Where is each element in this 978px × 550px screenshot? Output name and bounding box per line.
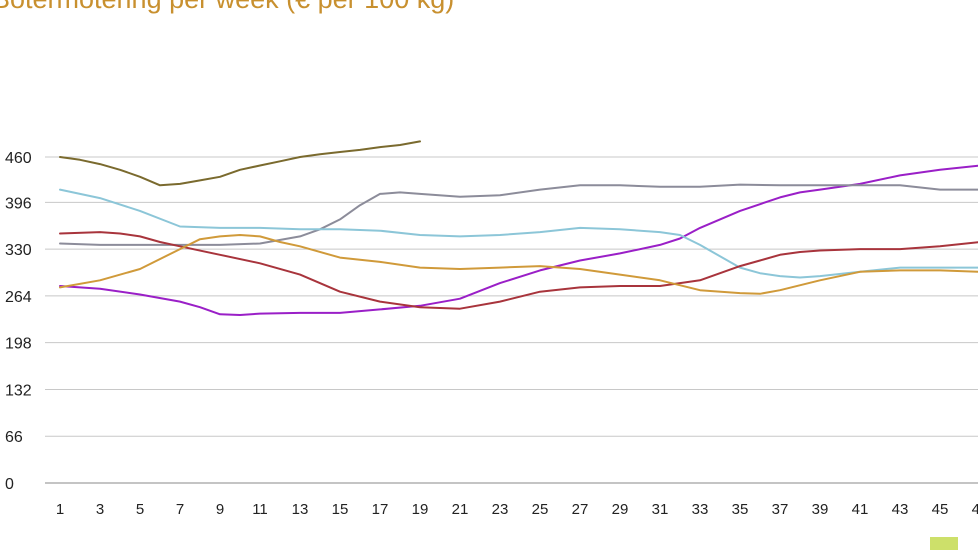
x-tick-label: 5 bbox=[136, 501, 144, 518]
y-tick-label: 330 bbox=[5, 242, 32, 259]
series-olive-line bbox=[59, 140, 421, 187]
x-tick-label: 39 bbox=[812, 501, 829, 518]
x-tick-label: 17 bbox=[372, 501, 389, 518]
x-tick-label: 3 bbox=[96, 501, 104, 518]
series-gray-line bbox=[59, 183, 978, 246]
series-red-line bbox=[59, 231, 978, 310]
x-tick-label: 47 bbox=[972, 501, 978, 518]
series-orange-line bbox=[59, 234, 978, 295]
x-tick-label: 29 bbox=[612, 501, 629, 518]
y-tick-label: 132 bbox=[5, 382, 32, 399]
x-tick-label: 31 bbox=[652, 501, 669, 518]
y-tick-label: 0 bbox=[5, 476, 14, 493]
x-tick-label: 41 bbox=[852, 501, 869, 518]
x-tick-label: 21 bbox=[452, 501, 469, 518]
x-axis-ticks: 1 3 5 7 9 11 13 15 17 19 21 23 25 27 29 31 33 35 37 39 41 43 4… bbox=[56, 501, 978, 518]
x-tick-label: 13 bbox=[292, 501, 309, 518]
corner-badge bbox=[930, 537, 958, 550]
x-tick-label: 15 bbox=[332, 501, 349, 518]
x-tick-label: 37 bbox=[772, 501, 789, 518]
chart-title: Botermotering per week (€ per 100 kg) bbox=[0, 0, 454, 15]
x-tick-label: 19 bbox=[412, 501, 429, 518]
x-tick-label: 35 bbox=[732, 501, 749, 518]
x-tick-label: 7 bbox=[176, 501, 184, 518]
x-tick-label: 43 bbox=[892, 501, 909, 518]
gridlines bbox=[45, 156, 978, 484]
y-axis-ticks: 0 66 132 198 264 330 396 460 bbox=[5, 150, 32, 493]
y-tick-label: 460 bbox=[5, 150, 32, 167]
x-tick-label: 33 bbox=[692, 501, 709, 518]
x-tick-label: 27 bbox=[572, 501, 589, 518]
x-tick-label: 45 bbox=[932, 501, 949, 518]
y-tick-label: 198 bbox=[5, 336, 32, 353]
y-tick-label: 396 bbox=[5, 195, 32, 212]
y-tick-label: 66 bbox=[5, 429, 23, 446]
x-tick-label: 9 bbox=[216, 501, 224, 518]
series-lightblue-line bbox=[59, 188, 978, 279]
series-lines bbox=[59, 140, 978, 316]
x-tick-label: 23 bbox=[492, 501, 509, 518]
y-tick-label: 264 bbox=[5, 289, 32, 306]
x-tick-label: 1 bbox=[56, 501, 64, 518]
series-purple-line bbox=[59, 164, 978, 316]
x-tick-label: 25 bbox=[532, 501, 549, 518]
x-tick-label: 11 bbox=[252, 501, 268, 518]
